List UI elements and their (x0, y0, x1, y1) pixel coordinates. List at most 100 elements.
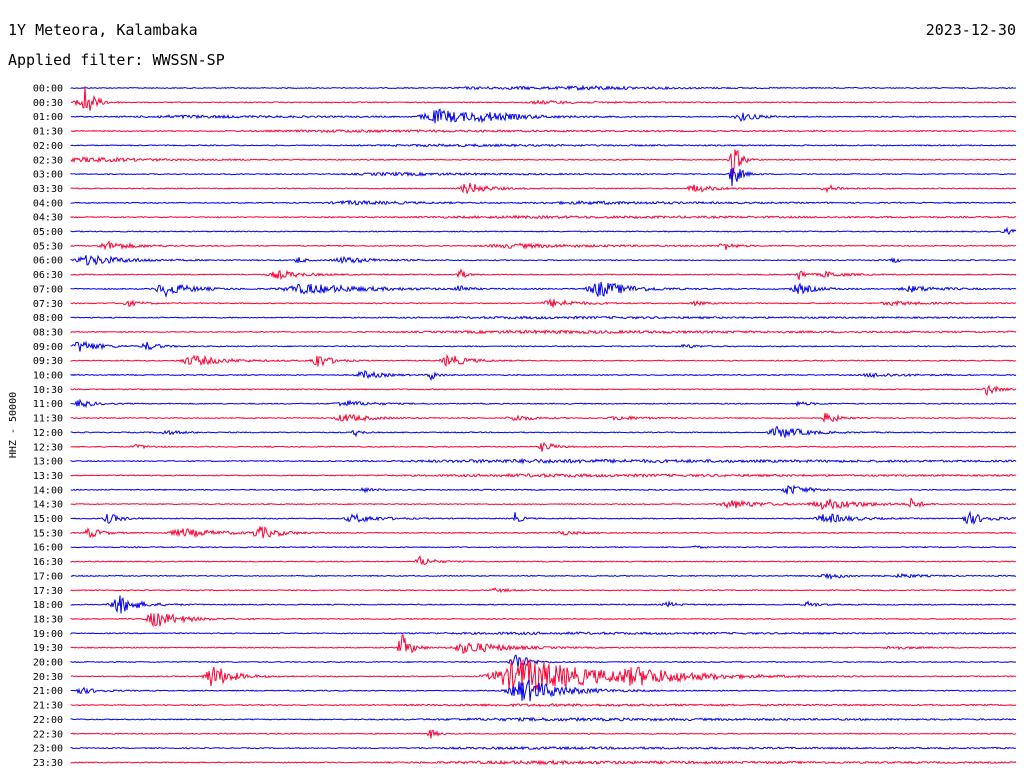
time-tick-label: 11:00 (33, 399, 63, 410)
time-tick-label: 22:30 (33, 729, 63, 740)
trace-line-1930 (70, 634, 1017, 654)
trace-line-0000 (70, 84, 1017, 92)
time-tick-label: 04:30 (33, 213, 63, 224)
trace-line-0400 (70, 199, 1017, 206)
trace-line-1800 (70, 595, 1017, 614)
trace-line-0330 (70, 182, 1017, 194)
trace-line-1700 (70, 572, 1016, 581)
time-tick-label: 20:30 (33, 672, 63, 683)
trace-line-2100 (70, 679, 1017, 702)
trace-line-1100 (70, 398, 1017, 409)
trace-line-2200 (70, 716, 1016, 723)
trace-line-1900 (70, 631, 1017, 636)
trace-line-0100 (70, 108, 1017, 124)
trace-line-1630 (70, 555, 1017, 566)
time-tick-label: 15:30 (33, 528, 63, 539)
time-tick-label: 03:00 (33, 170, 63, 181)
trace-line-1130 (70, 412, 1017, 424)
trace-line-0300 (70, 167, 1017, 187)
time-tick-label: 16:00 (33, 543, 63, 554)
time-tick-label: 20:00 (33, 658, 63, 669)
time-tick-label: 02:00 (33, 141, 63, 152)
trace-line-0800 (70, 315, 1017, 320)
trace-line-1200 (70, 425, 1017, 438)
time-tick-label: 07:00 (33, 284, 63, 295)
time-tick-label: 19:00 (33, 629, 63, 640)
trace-line-0700 (70, 281, 1017, 298)
trace-line-0430 (70, 214, 1017, 220)
time-tick-label: 06:30 (33, 270, 63, 281)
trace-line-0600 (70, 254, 1017, 266)
time-tick-label: 10:00 (33, 371, 63, 382)
trace-line-1030 (70, 384, 1017, 396)
trace-line-0830 (70, 329, 1017, 335)
trace-line-1000 (70, 370, 1017, 382)
time-tick-label: 18:00 (33, 600, 63, 611)
time-tick-label: 00:30 (33, 98, 63, 109)
time-tick-label: 01:00 (33, 112, 63, 123)
trace-line-1500 (70, 510, 1017, 526)
trace-line-2230 (70, 729, 1017, 739)
time-tick-label: 00:00 (33, 84, 63, 95)
trace-line-0730 (70, 297, 1017, 308)
time-tick-label: 21:00 (33, 686, 63, 697)
trace-line-0230 (70, 149, 1017, 177)
trace-line-0500 (70, 226, 1017, 236)
trace-line-1430 (70, 497, 1017, 511)
date-label: 2023-12-30 (925, 21, 1016, 39)
time-tick-label: 03:30 (33, 184, 63, 195)
time-tick-label: 09:00 (33, 342, 63, 353)
trace-line-0930 (70, 353, 1016, 368)
trace-line-2000 (70, 654, 1017, 668)
trace-line-0630 (70, 268, 1017, 281)
trace-line-0530 (70, 240, 1017, 251)
trace-line-2300 (70, 745, 1017, 751)
time-tick-label: 05:30 (33, 241, 63, 252)
trace-line-0900 (70, 340, 1017, 352)
trace-line-2030 (70, 659, 1017, 692)
time-tick-label: 02:30 (33, 155, 63, 166)
time-tick-label: 21:30 (33, 701, 63, 712)
time-tick-label: 17:00 (33, 571, 63, 582)
trace-line-1530 (70, 526, 1017, 539)
time-tick-label: 05:00 (33, 227, 63, 238)
trace-line-2330 (70, 759, 1017, 766)
time-tick-label: 01:30 (33, 127, 63, 138)
time-tick-label: 23:00 (33, 744, 63, 755)
time-tick-label: 08:00 (33, 313, 63, 324)
time-tick-label: 22:00 (33, 715, 63, 726)
time-tick-label: 18:30 (33, 614, 63, 625)
time-tick-label: 19:30 (33, 643, 63, 654)
trace-line-1600 (70, 545, 1017, 550)
time-tick-label: 14:00 (33, 485, 63, 496)
tick-label-group: 00:00 00:30 01:00 01:30 02:00 02:30 03:00 03:30… (33, 84, 63, 769)
time-tick-label: 09:30 (33, 356, 63, 367)
time-tick-label: 14:30 (33, 500, 63, 511)
time-tick-label: 04:00 (33, 198, 63, 209)
filter-label: Applied filter: WWSSN-SP (8, 51, 225, 69)
time-tick-label: 17:30 (33, 586, 63, 597)
trace-line-0130 (70, 129, 1017, 134)
time-tick-label: 13:00 (33, 457, 63, 468)
time-tick-label: 16:30 (33, 557, 63, 568)
time-tick-label: 12:30 (33, 442, 63, 453)
trace-line-1730 (70, 587, 1017, 594)
time-tick-label: 13:30 (33, 471, 63, 482)
trace-line-1330 (70, 472, 1017, 479)
trace-line-1400 (70, 484, 1017, 495)
trace-line-0030 (70, 86, 1017, 111)
time-tick-label: 07:30 (33, 299, 63, 310)
trace-line-1300 (70, 457, 1017, 465)
trace-line-0200 (70, 143, 1017, 148)
time-tick-label: 15:00 (33, 514, 63, 525)
time-tick-label: 11:30 (33, 414, 63, 425)
station-title: 1Y Meteora, Kalambaka (8, 21, 198, 39)
time-tick-label: 06:00 (33, 256, 63, 267)
time-tick-label: 10:30 (33, 385, 63, 396)
y-axis-label: HHZ - 50000 (8, 392, 19, 458)
time-tick-label: 08:30 (33, 327, 63, 338)
trace-line-1830 (70, 613, 1017, 628)
trace-line-1230 (70, 441, 1017, 452)
time-tick-label: 23:30 (33, 758, 63, 769)
